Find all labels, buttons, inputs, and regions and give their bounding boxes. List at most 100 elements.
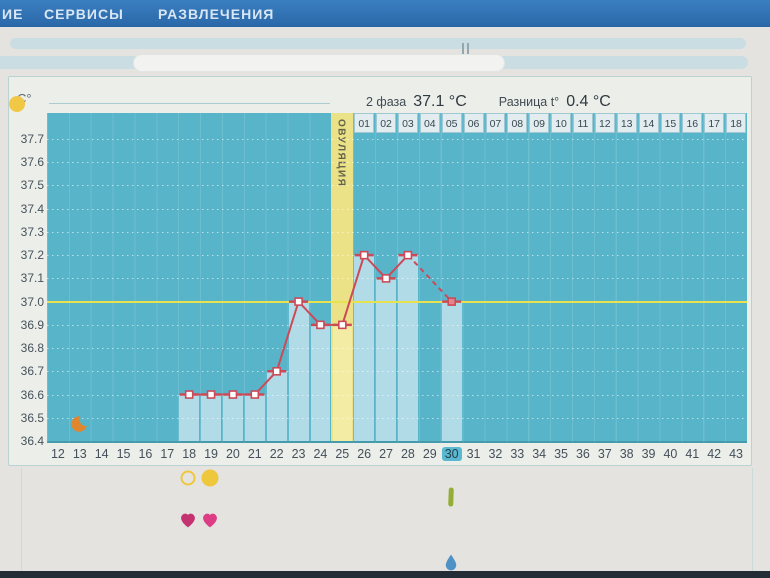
nav-item[interactable]: ИЕ	[2, 6, 24, 22]
y-tick-label: 36.5	[20, 410, 44, 425]
y-tick-label: 36.4	[20, 434, 44, 448]
phase2-day-cell[interactable]: 05	[441, 113, 462, 133]
temp-point-day-28[interactable]	[403, 250, 413, 260]
day-label-42[interactable]: 42	[707, 447, 722, 461]
phase2-day-cell[interactable]: 17	[704, 113, 725, 133]
day-label-20[interactable]: 20	[225, 447, 240, 461]
nav-item[interactable]: РАЗВЛЕЧЕНИЯ	[158, 6, 275, 22]
circle-outline-icon[interactable]	[180, 470, 196, 486]
phase2-day-cell[interactable]: 16	[682, 113, 703, 133]
y-tick-label: 37.5	[20, 178, 44, 193]
phase2-day-cell[interactable]: 11	[573, 113, 593, 133]
day-bar[interactable]	[179, 394, 200, 441]
gridline	[47, 185, 747, 187]
diff-value: 0.4 °C	[566, 93, 611, 110]
diff-label: Разница t°	[498, 95, 560, 109]
day-label-14[interactable]: 14	[94, 447, 109, 461]
day-label-17[interactable]: 17	[160, 447, 175, 461]
drag-handle-icon[interactable]	[462, 43, 469, 54]
gridline	[47, 231, 747, 233]
day-bar[interactable]	[266, 371, 287, 441]
nav-item[interactable]: СЕРВИСЫ	[44, 6, 124, 22]
day-label-38[interactable]: 38	[619, 447, 634, 461]
temp-point-day-18[interactable]	[184, 390, 194, 399]
phase2-day-cell[interactable]: 02	[376, 113, 396, 133]
temp-point-day-21[interactable]	[250, 390, 260, 399]
day-label-23[interactable]: 23	[291, 447, 306, 461]
test-stick-icon[interactable]	[447, 487, 454, 507]
phase2-day-cell[interactable]: 18	[726, 113, 746, 133]
phase2-day-cell[interactable]: 14	[638, 113, 659, 133]
phase2-day-cell[interactable]: 01	[354, 113, 375, 133]
day-label-43[interactable]: 43	[729, 447, 744, 461]
day-label-32[interactable]: 32	[488, 447, 503, 461]
phase2-day-cell[interactable]: 10	[551, 113, 571, 133]
day-label-26[interactable]: 26	[357, 447, 372, 461]
coverline-37-0	[47, 300, 747, 303]
y-tick-label: 36.7	[20, 364, 44, 379]
temp-point-day-22[interactable]	[272, 367, 281, 376]
day-label-27[interactable]: 27	[379, 447, 394, 461]
gridline	[47, 278, 747, 280]
gridline	[47, 255, 747, 257]
day-label-21[interactable]: 21	[247, 447, 262, 461]
top-nav: ИЕ СЕРВИСЫ РАЗВЛЕЧЕНИЯ	[0, 0, 770, 27]
gridline	[47, 371, 747, 373]
phase2-day-cell[interactable]: 06	[463, 113, 484, 133]
day-bar[interactable]	[201, 394, 221, 441]
day-label-28[interactable]: 28	[400, 447, 415, 461]
phase2-day-cell[interactable]: 12	[594, 113, 615, 133]
temp-point-day-23[interactable]	[294, 297, 303, 306]
temp-point-day-24[interactable]	[316, 320, 325, 330]
day-label-29[interactable]: 29	[422, 447, 437, 461]
day-label-33[interactable]: 33	[510, 447, 525, 461]
day-label-13[interactable]: 13	[72, 447, 87, 461]
crescent-moon-icon[interactable]	[69, 415, 88, 439]
day-label-36[interactable]: 36	[575, 447, 590, 461]
temp-point-day-25[interactable]	[338, 320, 347, 330]
phase2-day-cell[interactable]: 04	[419, 113, 440, 133]
temp-point-day-27[interactable]	[381, 274, 391, 283]
day-label-25[interactable]: 25	[335, 447, 350, 461]
day-label-35[interactable]: 35	[554, 447, 569, 461]
day-bar[interactable]	[376, 278, 396, 441]
temp-point-day-30[interactable]	[447, 297, 456, 306]
circle-filled-icon[interactable]	[201, 469, 219, 487]
day-label-41[interactable]: 41	[685, 447, 700, 461]
temp-point-day-20[interactable]	[228, 390, 238, 399]
day-label-37[interactable]: 37	[597, 447, 612, 461]
day-label-24[interactable]: 24	[313, 447, 328, 461]
day-label-30[interactable]: 30	[441, 447, 463, 461]
temp-point-day-19[interactable]	[206, 390, 216, 399]
day-label-40[interactable]: 40	[663, 447, 678, 461]
day-bar[interactable]	[223, 394, 243, 441]
day-label-19[interactable]: 19	[204, 447, 219, 461]
y-tick-label: 37.7	[20, 132, 44, 146]
phase2-day-cell[interactable]: 15	[660, 113, 681, 133]
day-bar[interactable]	[310, 324, 331, 441]
gridline	[47, 162, 747, 164]
header-rule	[49, 103, 330, 104]
y-tick-label: 36.8	[20, 341, 44, 356]
day-label-15[interactable]: 15	[116, 447, 131, 461]
gridline	[47, 139, 747, 140]
phase2-day-cell[interactable]: 08	[507, 113, 528, 133]
phase2-day-cell[interactable]: 13	[616, 113, 637, 133]
gridline	[47, 394, 747, 396]
phase2-day-cell[interactable]: 03	[398, 113, 418, 133]
day-label-16[interactable]: 16	[138, 447, 153, 461]
day-bar[interactable]	[244, 394, 265, 441]
phase2-day-cell[interactable]: 09	[529, 113, 550, 133]
phase2-day-cell[interactable]: 07	[485, 113, 506, 133]
day-label-31[interactable]: 31	[466, 447, 481, 461]
droplet-icon[interactable]	[444, 553, 458, 577]
day-label-34[interactable]: 34	[532, 447, 547, 461]
temp-point-day-26[interactable]	[359, 250, 369, 260]
day-label-22[interactable]: 22	[269, 447, 284, 461]
day-label-18[interactable]: 18	[182, 447, 197, 461]
day-label-39[interactable]: 39	[641, 447, 656, 461]
ovulation-day-bar[interactable]	[332, 324, 352, 441]
heart-icon[interactable]	[202, 513, 219, 534]
day-label-12[interactable]: 12	[50, 447, 65, 461]
heart-icon[interactable]	[180, 513, 197, 534]
